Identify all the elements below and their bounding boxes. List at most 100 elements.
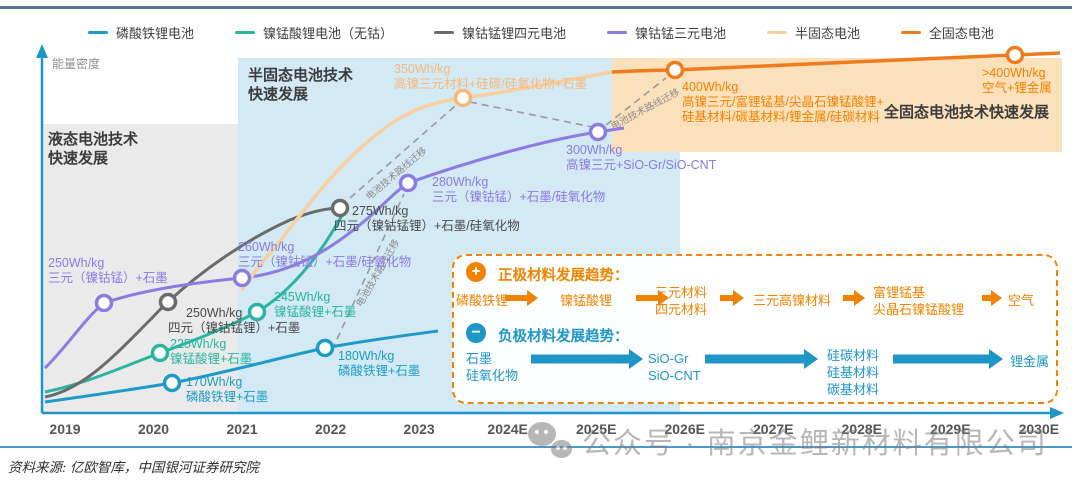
legend-label: 全固态电池 (928, 26, 994, 41)
data-point-250-quad (158, 292, 178, 312)
chart-legend: 磷酸铁锂电池 镍锰酸锂电池（无钴） 镍钴锰锂四元电池 镍钴锰三元电池 半固态电池… (88, 23, 994, 42)
anode-item-sio: SiO-Gr SiO-CNT (648, 351, 701, 383)
x-tick: 2026E (664, 421, 705, 437)
arrow-right-icon (720, 289, 744, 307)
arrow-right-icon (636, 289, 669, 307)
semisolid-line (240, 70, 613, 292)
data-point-180 (315, 338, 335, 358)
anode-item-silicon: 硅碳材料 硅基材料 碳基材料 (827, 348, 880, 397)
x-tick: 2020 (137, 421, 170, 437)
cathode-item-lnmo: 镍锰酸锂 (560, 293, 613, 308)
point-label-170: 170Wh/kg 磷酸铁锂+石墨 (186, 375, 269, 404)
arrow-right-icon (982, 289, 1002, 307)
arrow-right-icon (505, 289, 538, 307)
watermark-text: 公众号 · 南京金鲤新材料有限公司 (582, 428, 1048, 460)
legend-label: 半固态电池 (794, 26, 860, 41)
cathode-item-li-rich: 富锂锰基 尖晶石镍锰酸锂 (873, 285, 965, 317)
cathode-item-air: 空气 (1008, 293, 1035, 308)
plus-icon: + (466, 262, 486, 282)
solid-line-swatch (900, 31, 921, 34)
anode-item-li-metal: 锂金属 (1010, 354, 1050, 369)
region-solid-label: 全固态电池技术快速发展 (884, 104, 1050, 121)
x-axis-ticks: 2019 2020 2021 2022 2023 2024E 2025E 202… (40, 421, 1064, 437)
point-label-250-ternary: 250Wh/kg 三元（镍钴锰）+石墨 (48, 256, 168, 285)
minus-icon: − (466, 323, 486, 343)
legend-label: 镍锰酸锂电池（无钴） (262, 26, 393, 41)
bottom-divider (0, 446, 1072, 448)
ncm-line-swatch (606, 31, 627, 34)
top-divider (0, 6, 1072, 9)
solid-line (611, 51, 1061, 74)
anode-trend-title: 负极材料发展趋势： (498, 329, 629, 345)
legend-item-ncm: 镍钴锰三元电池 (606, 23, 726, 42)
cathode-item-ternary-quad: 三元材料 四元材料 (655, 285, 708, 317)
legend-item-solid: 全固态电池 (900, 23, 994, 42)
x-tick: 2021 (226, 421, 258, 437)
data-point-350 (453, 88, 473, 108)
arrow-right-icon (531, 349, 643, 369)
data-point-280 (398, 173, 418, 193)
lnmo-line-swatch (234, 31, 255, 34)
x-tick: 2019 (49, 421, 81, 437)
legend-item-lnmo: 镍锰酸锂电池（无钴） (234, 23, 393, 42)
anode-item-graphite: 石墨 硅氧化物 (466, 351, 519, 383)
y-axis-label: 能量密度 (52, 57, 101, 71)
data-point-300 (588, 122, 608, 142)
x-tick: 2028E (841, 421, 883, 437)
point-label-280: 280Wh/kg 三元（镍钴锰）+石墨/硅氧化物 (432, 175, 606, 204)
point-label-350: 350Wh/kg 高镍三元材料+硅碳/硅氧化物+石墨 (394, 62, 588, 91)
arrow-right-icon (843, 289, 865, 307)
point-label-275: 275Wh/kg 四元（镍钴锰锂）+石墨/硅氧化物 (334, 204, 520, 233)
arrow-right-icon (705, 349, 818, 369)
legend-item-quad: 镍钴锰锂四元电池 (433, 23, 566, 42)
data-point-225 (150, 343, 170, 363)
data-point-400plus (1005, 45, 1025, 65)
region-solid-bg (612, 58, 1062, 152)
x-tick: 2027E (753, 421, 794, 437)
legend-label: 镍钴锰锂四元电池 (461, 26, 566, 41)
legend-item-lfp: 磷酸铁锂电池 (88, 23, 194, 42)
x-tick: 2029E (930, 421, 971, 437)
x-tick: 2022 (315, 421, 347, 437)
migration-dashed-line (331, 193, 405, 351)
point-label-400: 400Wh/kg 高镍三元/富锂锰基/尖晶石镍锰酸锂+ 硅基材料/碳基材料/锂金属/… (682, 80, 884, 124)
point-label-245: 245Wh/kg 镍锰酸锂+石墨 (274, 290, 357, 319)
region-liquid-label: 液态电池技术 快速发展 (48, 131, 139, 167)
point-label-250-quad: 250Wh/kg 四元（镍钴锰锂）+石墨 (168, 306, 301, 335)
data-point-170 (162, 373, 182, 393)
data-point-400 (665, 60, 685, 80)
migration-dashed-line (605, 77, 667, 126)
semisolid-line-swatch (766, 31, 787, 34)
lfp-line-swatch (88, 31, 108, 34)
watermark: 公众号 · 南京金鲤新材料有限公司 (528, 420, 1048, 462)
quad-line-swatch (433, 31, 454, 34)
lfp-line (44, 329, 439, 404)
cathode-item-lfp: 磷酸铁锂 (456, 293, 509, 308)
point-label-225: 225Wh/kg 镍锰酸锂+石墨 (170, 337, 253, 366)
point-label-400plus: >400Wh/kg 空气+锂金属 (982, 66, 1052, 95)
region-semisolid-label: 半固态电池技术 快速发展 (248, 67, 354, 103)
point-label-260: 260Wh/kg 三元（镍钴锰）+石墨/硅氧化物 (238, 240, 412, 269)
x-tick: 2024E (487, 421, 528, 437)
cathode-trend-title: 正极材料发展趋势： (498, 268, 629, 284)
data-point-250-ternary (94, 293, 114, 313)
materials-trend-box (452, 254, 1058, 404)
cathode-item-high-nickel: 三元高镍材料 (753, 293, 832, 308)
legend-label: 磷酸铁锂电池 (116, 26, 195, 41)
lnmo-line (44, 207, 348, 394)
source-note: 资料来源: 亿欧智库，中国银河证券研究院 (8, 460, 259, 475)
x-axis-arrow-icon (1050, 407, 1064, 419)
data-point-260 (232, 268, 252, 288)
migration-dashed-line (469, 101, 593, 128)
legend-item-semisolid: 半固态电池 (766, 23, 860, 42)
x-tick: 2030E (1018, 421, 1060, 437)
legend-label: 镍钴锰三元电池 (634, 26, 726, 41)
point-label-180: 180Wh/kg 磷酸铁锂+石墨 (338, 349, 421, 378)
y-axis-arrow-icon (36, 44, 48, 58)
data-point-245 (247, 302, 267, 322)
arrow-right-icon (893, 349, 1003, 369)
x-tick: 2025E (575, 421, 617, 437)
point-label-300: 300Wh/kg 高镍三元+SiO-Gr/SiO-CNT (566, 143, 717, 172)
